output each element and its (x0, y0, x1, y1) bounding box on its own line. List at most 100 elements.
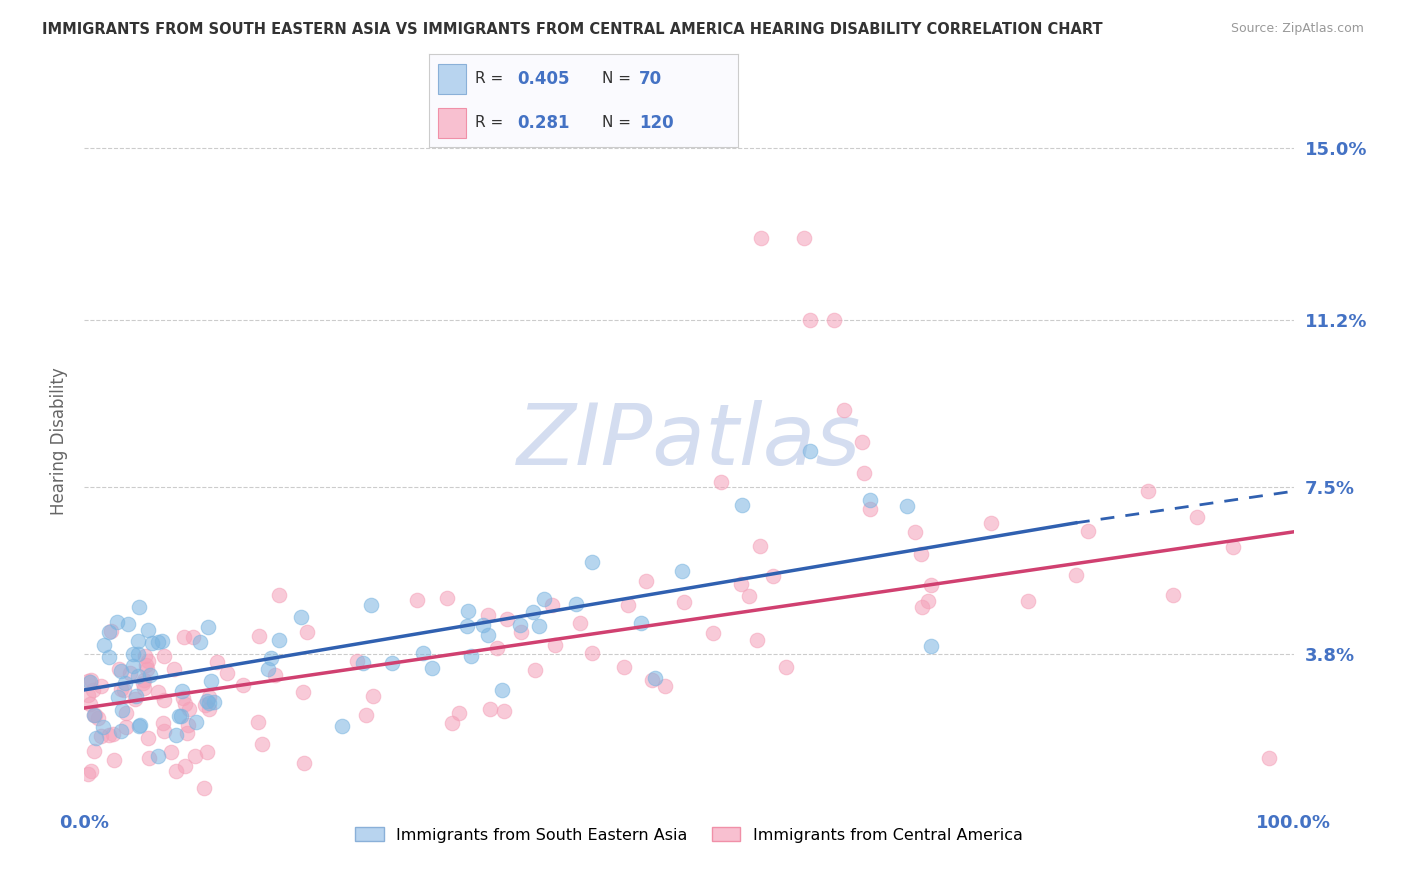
Point (456, 619, 478, 633)
Point (612, 660, 634, 674)
Point (108, 662, 131, 676)
Point (202, 695, 225, 709)
Text: R =: R = (475, 115, 509, 130)
Text: R =: R = (475, 71, 509, 87)
Point (179, 702, 201, 716)
Point (297, 625, 319, 640)
Point (486, 641, 509, 656)
Point (896, 499, 918, 513)
Point (86, 711, 108, 725)
Point (793, 231, 815, 245)
Point (174, 758, 197, 772)
Point (851, 434, 873, 449)
Point (745, 633, 768, 648)
Bar (439, 108, 465, 138)
Point (980, 516, 1002, 530)
Point (77, 673, 100, 688)
Point (252, 737, 274, 751)
Point (762, 569, 785, 583)
Point (522, 606, 544, 620)
Point (146, 685, 169, 699)
Point (205, 656, 228, 670)
Point (751, 231, 773, 245)
Point (460, 649, 482, 664)
Point (138, 751, 160, 765)
Point (738, 589, 761, 603)
Point (799, 443, 821, 458)
Point (193, 780, 215, 795)
Point (198, 696, 221, 710)
Point (269, 589, 291, 603)
Point (127, 647, 149, 661)
Point (920, 578, 942, 592)
Point (114, 675, 136, 690)
Point (215, 665, 238, 680)
Point (569, 615, 592, 630)
Point (361, 689, 384, 703)
Point (152, 648, 174, 663)
Point (146, 635, 169, 649)
Point (165, 764, 187, 778)
Text: Source: ZipAtlas.com: Source: ZipAtlas.com (1230, 22, 1364, 36)
Point (920, 639, 942, 653)
Text: 70: 70 (640, 70, 662, 87)
Point (1161, 588, 1184, 602)
Point (644, 671, 666, 685)
Point (509, 618, 531, 632)
Point (152, 723, 174, 738)
Point (496, 612, 519, 626)
Point (91, 720, 114, 734)
Point (131, 676, 153, 690)
Point (330, 719, 353, 733)
Point (510, 624, 533, 639)
Point (111, 702, 134, 716)
Point (356, 708, 378, 723)
Point (163, 662, 186, 676)
Text: N =: N = (602, 115, 636, 130)
Point (128, 599, 150, 614)
Point (672, 595, 695, 609)
Point (702, 626, 724, 640)
Point (181, 630, 204, 644)
Point (617, 598, 640, 612)
Point (654, 679, 676, 693)
Legend: Immigrants from South Eastern Asia, Immigrants from Central America: Immigrants from South Eastern Asia, Immi… (349, 821, 1029, 849)
Point (440, 716, 463, 731)
Point (134, 681, 156, 695)
Point (260, 650, 283, 665)
Point (136, 654, 159, 668)
Point (911, 599, 934, 614)
Text: ZIPatlas: ZIPatlas (517, 400, 860, 483)
Point (671, 564, 693, 578)
Bar (439, 64, 465, 94)
Point (730, 576, 752, 591)
Point (93, 638, 115, 652)
Point (256, 662, 278, 676)
Point (79, 673, 101, 688)
Point (121, 647, 143, 661)
Point (77, 688, 100, 702)
Point (80, 764, 103, 778)
Point (412, 646, 434, 660)
Point (294, 756, 316, 770)
Point (544, 638, 567, 652)
Point (125, 690, 148, 704)
Point (457, 604, 479, 618)
Point (167, 709, 190, 723)
Point (1017, 594, 1039, 608)
Point (749, 539, 772, 553)
Point (200, 673, 222, 688)
Point (174, 698, 197, 712)
Point (79, 674, 101, 689)
Point (90, 679, 112, 693)
Point (82, 683, 104, 698)
Point (176, 725, 198, 739)
Point (127, 669, 149, 683)
Point (290, 610, 312, 624)
Point (128, 719, 150, 733)
Text: 120: 120 (640, 114, 673, 132)
Point (799, 312, 821, 326)
Point (524, 663, 547, 677)
Point (110, 682, 132, 697)
Point (153, 693, 176, 707)
